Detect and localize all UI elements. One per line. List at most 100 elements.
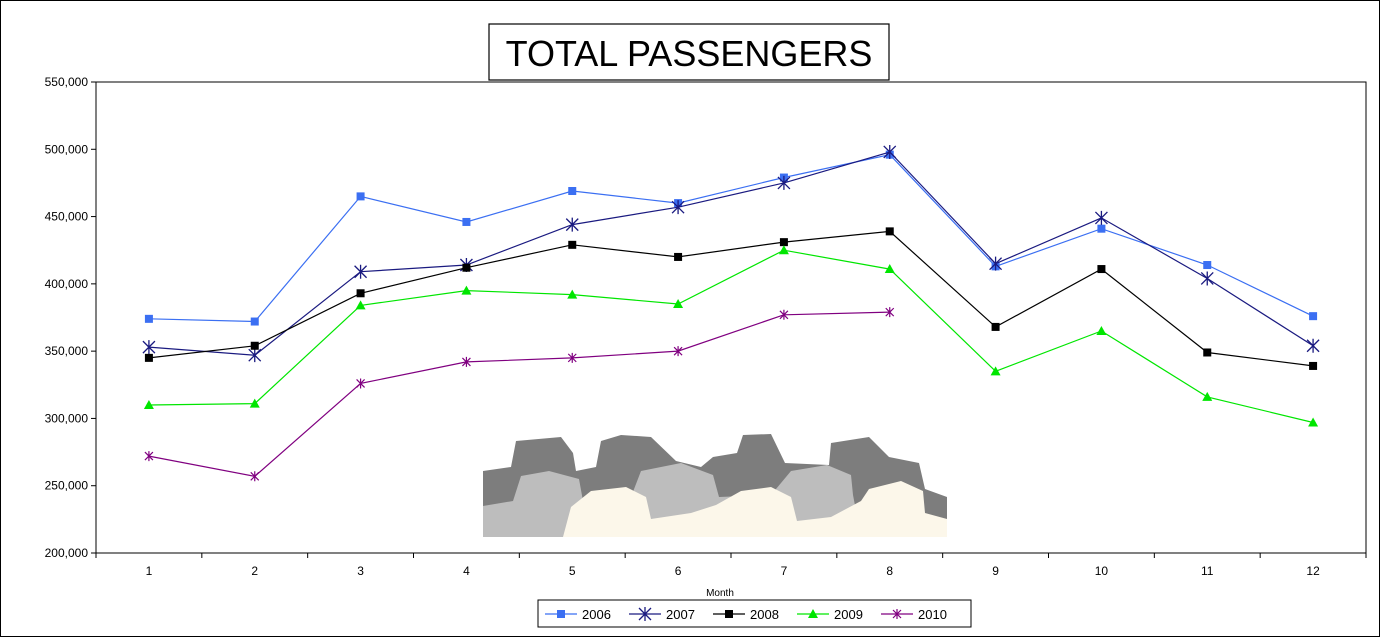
data-point-2008 [1309,361,1318,370]
data-point-2006 [144,314,153,323]
series-2010 [144,307,895,482]
data-point-2008 [144,353,153,362]
data-point-2009 [567,289,578,299]
series-line-2007 [148,151,1314,356]
data-point-2007 [883,144,897,159]
x-tick-label: 12 [1306,564,1320,578]
data-point-2006 [1097,224,1106,233]
data-point-2010 [567,352,577,363]
x-tick-label: 5 [569,564,576,578]
x-tick-label: 9 [992,564,999,578]
legend-marker [725,610,733,618]
legend-marker [892,609,902,619]
y-tick-label: 400,000 [45,277,89,291]
data-point-2010 [356,378,366,389]
data-point-2007 [777,175,791,190]
data-point-2009 [461,285,472,295]
data-point-2008 [568,240,577,249]
legend-item-2007: 2007 [629,607,695,622]
data-point-2008 [1203,348,1212,357]
x-tick-label: 3 [357,564,364,578]
data-point-2009 [143,399,154,409]
legend-label: 2010 [918,607,947,622]
legend-marker [557,610,565,618]
data-point-2009 [778,245,789,255]
data-point-2010 [250,471,260,482]
y-tick-label: 450,000 [45,210,89,224]
data-point-2008 [779,238,788,247]
x-tick-label: 1 [146,564,153,578]
data-point-2006 [356,192,365,201]
legend-item-2010: 2010 [881,607,947,622]
x-tick-label: 4 [463,564,470,578]
series-line-2008 [148,230,1314,367]
y-tick-label: 250,000 [45,479,89,493]
data-point-2010 [779,309,789,320]
data-point-2009 [1202,391,1213,401]
legend-label: 2008 [750,607,779,622]
data-point-2010 [144,451,154,462]
y-tick-label: 550,000 [45,75,89,89]
series-2009 [143,245,1319,427]
data-point-2010 [461,356,471,367]
data-point-2008 [250,341,259,350]
legend-marker [638,607,652,621]
title-box [488,23,890,81]
legend-label: 2006 [582,607,611,622]
series-line-2010 [148,311,890,477]
data-point-2009 [884,264,895,274]
y-axis: 200,000 250,000 300,000 350,000 400,000 450,0… [45,75,96,560]
data-point-2008 [1097,265,1106,274]
data-point-2007 [671,200,685,215]
data-point-2009 [249,398,260,408]
y-tick-label: 200,000 [45,546,89,560]
x-tick-label: 6 [675,564,682,578]
y-tick-label: 500,000 [45,142,89,156]
legend-marker [808,609,818,618]
data-point-2010 [673,346,683,357]
x-tick-label: 10 [1095,564,1109,578]
data-point-2007 [989,256,1003,271]
data-point-2007 [354,264,368,279]
data-point-2008 [991,322,1000,331]
data-point-2009 [673,299,684,309]
series-layer [142,144,1320,482]
data-point-2006 [250,317,259,326]
y-tick-label: 300,000 [45,411,89,425]
x-axis-label: Month [706,588,734,599]
x-tick-label: 7 [781,564,788,578]
series-line-2006 [148,154,1314,323]
data-point-2007 [142,340,156,355]
legend-item-2009: 2009 [797,607,863,622]
legend-label: 2007 [666,607,695,622]
data-point-2006 [568,187,577,196]
data-point-2009 [355,300,366,310]
data-point-2006 [462,217,471,226]
legend-item-2008: 2008 [713,607,779,622]
x-tick-label: 8 [886,564,893,578]
data-point-2008 [674,252,683,261]
data-point-2008 [462,263,471,272]
data-point-2007 [248,348,262,363]
data-point-2009 [990,366,1001,376]
x-tick-label: 11 [1201,564,1214,578]
data-point-2009 [1308,417,1319,427]
legend-label: 2009 [834,607,863,622]
chart-title: TOTAL PASSENGERS [506,33,873,74]
series-2008 [144,227,1318,370]
data-point-2007 [565,217,579,232]
data-point-2007 [1200,271,1214,286]
data-point-2007 [1094,210,1108,225]
series-line-2009 [148,249,1314,424]
y-tick-label: 350,000 [45,344,89,358]
data-point-2010 [885,307,895,318]
data-point-2006 [1203,261,1212,270]
legend-item-2006: 2006 [545,607,611,622]
legend: 2006 2007 2008 2009 2010 [545,607,947,622]
data-point-2008 [885,227,894,236]
data-point-2006 [1309,312,1318,321]
crowd-silhouettes-icon [483,434,947,537]
data-point-2007 [1306,338,1320,353]
